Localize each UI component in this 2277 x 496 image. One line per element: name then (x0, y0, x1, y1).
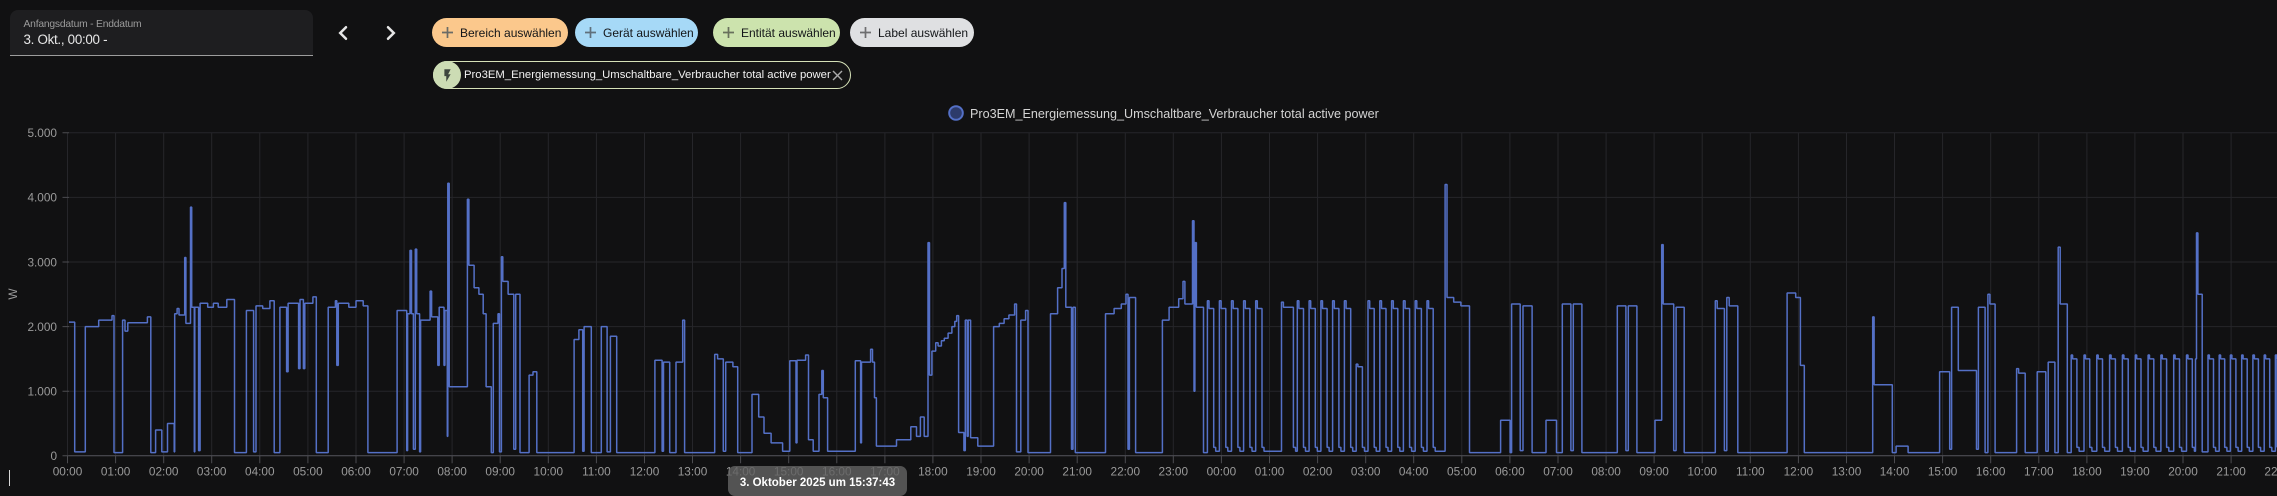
svg-text:06:00: 06:00 (1495, 465, 1525, 479)
svg-text:03:00: 03:00 (197, 465, 227, 479)
svg-text:5.000: 5.000 (27, 126, 57, 140)
svg-text:00:00: 00:00 (53, 465, 83, 479)
svg-text:19:00: 19:00 (966, 465, 996, 479)
svg-text:19:00: 19:00 (2120, 465, 2150, 479)
svg-text:2.000: 2.000 (27, 320, 57, 334)
svg-text:01:00: 01:00 (1255, 465, 1285, 479)
svg-text:12:00: 12:00 (1784, 465, 1814, 479)
svg-text:04:00: 04:00 (245, 465, 275, 479)
svg-text:22:00: 22:00 (2264, 465, 2277, 479)
svg-text:07:00: 07:00 (389, 465, 419, 479)
svg-text:09:00: 09:00 (1639, 465, 1669, 479)
svg-text:03:00: 03:00 (1351, 465, 1381, 479)
svg-text:13:00: 13:00 (1832, 465, 1862, 479)
svg-text:00:00: 00:00 (1207, 465, 1237, 479)
svg-text:18:00: 18:00 (2072, 465, 2102, 479)
svg-text:05:00: 05:00 (1447, 465, 1477, 479)
svg-text:17:00: 17:00 (2024, 465, 2054, 479)
svg-text:23:00: 23:00 (1159, 465, 1189, 479)
svg-text:11:00: 11:00 (582, 465, 611, 479)
svg-text:11:00: 11:00 (1736, 465, 1765, 479)
svg-text:10:00: 10:00 (534, 465, 564, 479)
svg-text:21:00: 21:00 (1062, 465, 1092, 479)
svg-text:04:00: 04:00 (1399, 465, 1429, 479)
svg-text:14:00: 14:00 (1880, 465, 1910, 479)
svg-text:07:00: 07:00 (1543, 465, 1573, 479)
svg-text:02:00: 02:00 (1303, 465, 1333, 479)
svg-text:20:00: 20:00 (2168, 465, 2198, 479)
svg-text:4.000: 4.000 (27, 191, 57, 205)
svg-text:01:00: 01:00 (101, 465, 131, 479)
svg-text:02:00: 02:00 (149, 465, 179, 479)
svg-text:16:00: 16:00 (1976, 465, 2006, 479)
svg-text:18:00: 18:00 (918, 465, 948, 479)
svg-text:08:00: 08:00 (1591, 465, 1621, 479)
svg-text:20:00: 20:00 (1014, 465, 1044, 479)
svg-text:Pro3EM_Energiemessung_Umschalt: Pro3EM_Energiemessung_Umschaltbare_Verbr… (970, 107, 1379, 121)
svg-text:W: W (6, 288, 20, 300)
svg-text:05:00: 05:00 (293, 465, 323, 479)
svg-text:3.000: 3.000 (27, 255, 57, 269)
svg-text:15:00: 15:00 (1928, 465, 1958, 479)
svg-text:0: 0 (50, 449, 57, 463)
svg-text:12:00: 12:00 (630, 465, 660, 479)
svg-text:10:00: 10:00 (1687, 465, 1717, 479)
svg-text:22:00: 22:00 (1111, 465, 1141, 479)
svg-text:13:00: 13:00 (678, 465, 708, 479)
svg-text:09:00: 09:00 (485, 465, 515, 479)
svg-text:1.000: 1.000 (27, 385, 57, 399)
svg-text:21:00: 21:00 (2216, 465, 2246, 479)
svg-text:08:00: 08:00 (437, 465, 467, 479)
svg-text:06:00: 06:00 (341, 465, 371, 479)
